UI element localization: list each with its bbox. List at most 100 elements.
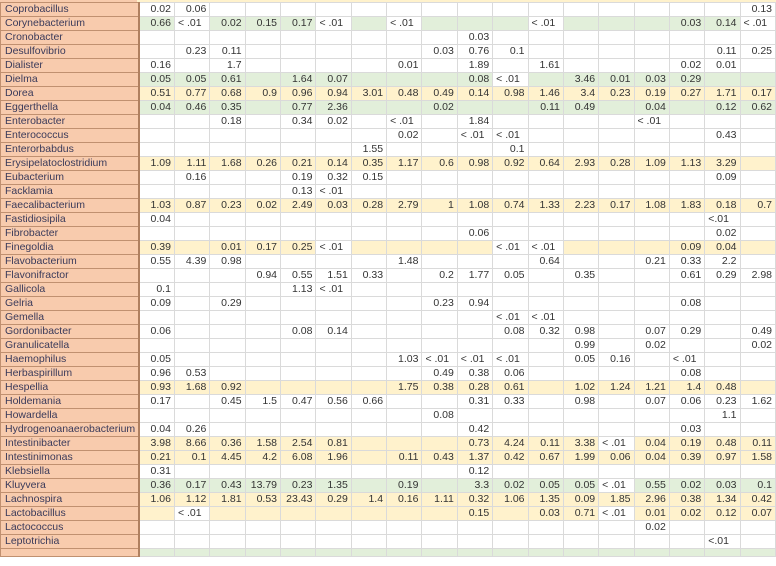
value-cell[interactable]: 0.28 — [598, 156, 635, 171]
value-cell[interactable] — [739, 72, 776, 87]
value-cell[interactable]: 1.85 — [598, 492, 635, 507]
value-cell[interactable]: 0.98 — [562, 394, 600, 409]
value-cell[interactable]: 1.64 — [280, 72, 317, 87]
value-cell[interactable] — [668, 338, 706, 353]
value-cell[interactable] — [739, 128, 776, 143]
value-cell[interactable] — [492, 534, 529, 549]
value-cell[interactable] — [244, 352, 282, 367]
value-cell[interactable] — [280, 226, 317, 241]
value-cell[interactable]: 0.77 — [173, 86, 211, 101]
value-cell[interactable] — [704, 142, 741, 157]
value-cell[interactable]: 0.02 — [138, 2, 175, 17]
value-cell[interactable]: 4.39 — [173, 254, 211, 269]
value-cell[interactable]: < .01 — [668, 352, 706, 367]
value-cell[interactable] — [386, 100, 423, 115]
value-cell[interactable] — [668, 226, 706, 241]
value-cell[interactable] — [739, 254, 776, 269]
value-cell[interactable]: 0.14 — [456, 86, 494, 101]
value-cell[interactable]: 0.02 — [421, 100, 458, 115]
value-cell[interactable]: 0.17 — [173, 478, 211, 493]
value-cell[interactable]: 0.03 — [421, 44, 458, 59]
value-cell[interactable] — [456, 184, 494, 199]
genus-name-cell[interactable]: Granulicatella — [0, 338, 141, 353]
value-cell[interactable] — [527, 296, 564, 311]
value-cell[interactable] — [456, 282, 494, 297]
value-cell[interactable] — [598, 366, 635, 381]
value-cell[interactable] — [244, 548, 282, 557]
value-cell[interactable]: 0.38 — [668, 492, 706, 507]
value-cell[interactable] — [421, 226, 458, 241]
value-cell[interactable]: 1.24 — [598, 380, 635, 395]
value-cell[interactable] — [421, 520, 458, 535]
value-cell[interactable] — [350, 422, 388, 437]
value-cell[interactable] — [421, 422, 458, 437]
value-cell[interactable] — [173, 520, 211, 535]
value-cell[interactable] — [562, 296, 600, 311]
value-cell[interactable]: 0.67 — [527, 450, 564, 465]
value-cell[interactable]: 0.29 — [668, 324, 706, 339]
value-cell[interactable] — [280, 212, 317, 227]
value-cell[interactable]: 2.2 — [704, 254, 741, 269]
genus-name-cell[interactable]: Eggerthella — [0, 100, 141, 115]
value-cell[interactable] — [492, 422, 529, 437]
value-cell[interactable] — [527, 282, 564, 297]
value-cell[interactable] — [492, 338, 529, 353]
value-cell[interactable]: 0.61 — [492, 380, 529, 395]
value-cell[interactable] — [598, 422, 635, 437]
value-cell[interactable]: 0.01 — [598, 72, 635, 87]
value-cell[interactable] — [315, 548, 352, 557]
value-cell[interactable] — [668, 142, 706, 157]
genus-name-cell[interactable]: Flavonifractor — [0, 268, 141, 283]
value-cell[interactable]: 1.68 — [173, 380, 211, 395]
value-cell[interactable] — [704, 464, 741, 479]
value-cell[interactable]: 0.48 — [704, 436, 741, 451]
genus-name-cell[interactable]: Corynebacterium — [0, 16, 141, 31]
value-cell[interactable] — [421, 142, 458, 157]
value-cell[interactable] — [668, 128, 706, 143]
value-cell[interactable]: 0.11 — [527, 436, 564, 451]
value-cell[interactable] — [598, 226, 635, 241]
value-cell[interactable] — [350, 366, 388, 381]
value-cell[interactable] — [739, 310, 776, 325]
value-cell[interactable] — [633, 16, 670, 31]
value-cell[interactable]: 1.81 — [209, 492, 246, 507]
genus-name-cell[interactable]: Faecalibacterium — [0, 198, 141, 213]
value-cell[interactable] — [598, 324, 635, 339]
value-cell[interactable]: 1.03 — [386, 352, 423, 367]
value-cell[interactable] — [244, 2, 282, 17]
value-cell[interactable] — [421, 2, 458, 17]
genus-name-cell[interactable]: Cronobacter — [0, 30, 141, 45]
value-cell[interactable]: 0.28 — [456, 380, 494, 395]
value-cell[interactable] — [244, 338, 282, 353]
value-cell[interactable]: 0.02 — [386, 128, 423, 143]
value-cell[interactable]: 0.06 — [138, 324, 175, 339]
value-cell[interactable]: 0.03 — [668, 422, 706, 437]
value-cell[interactable]: 0.29 — [668, 72, 706, 87]
value-cell[interactable]: < .01 — [173, 16, 211, 31]
value-cell[interactable]: 0.15 — [244, 16, 282, 31]
value-cell[interactable] — [386, 170, 423, 185]
value-cell[interactable]: 0.11 — [704, 44, 741, 59]
value-cell[interactable] — [598, 534, 635, 549]
value-cell[interactable]: 0.08 — [668, 296, 706, 311]
value-cell[interactable] — [280, 338, 317, 353]
value-cell[interactable] — [562, 310, 600, 325]
value-cell[interactable] — [350, 534, 388, 549]
value-cell[interactable] — [386, 464, 423, 479]
value-cell[interactable]: 0.03 — [668, 16, 706, 31]
genus-name-cell[interactable]: Gelria — [0, 296, 141, 311]
value-cell[interactable]: <.01 — [704, 534, 741, 549]
value-cell[interactable]: < .01 — [315, 282, 352, 297]
value-cell[interactable] — [527, 170, 564, 185]
genus-name-cell[interactable]: Howardella — [0, 408, 141, 423]
value-cell[interactable] — [633, 58, 670, 73]
value-cell[interactable] — [492, 254, 529, 269]
value-cell[interactable] — [209, 520, 246, 535]
value-cell[interactable]: 0.94 — [244, 268, 282, 283]
value-cell[interactable] — [633, 408, 670, 423]
value-cell[interactable] — [280, 464, 317, 479]
value-cell[interactable] — [173, 324, 211, 339]
value-cell[interactable]: 0.14 — [315, 156, 352, 171]
value-cell[interactable]: 0.23 — [598, 86, 635, 101]
genus-name-cell[interactable]: Desulfovibrio — [0, 44, 141, 59]
